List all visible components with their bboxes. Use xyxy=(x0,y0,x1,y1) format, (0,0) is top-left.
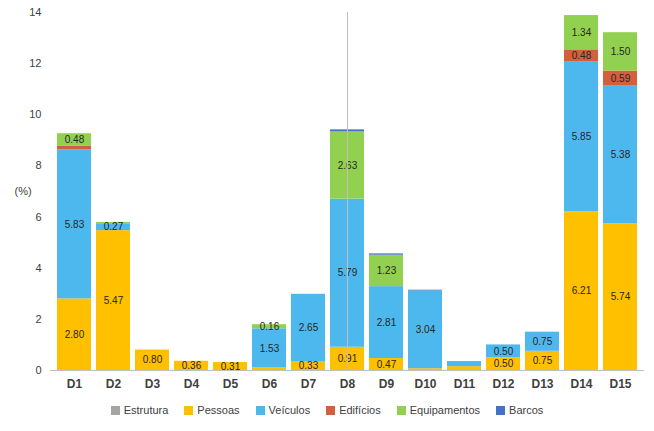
svg-text:5.74: 5.74 xyxy=(611,291,631,302)
svg-text:0.50: 0.50 xyxy=(494,358,514,369)
svg-text:10: 10 xyxy=(29,108,41,120)
html-text:Pessoas: Pessoas xyxy=(197,404,240,416)
svg-text:0.50: 0.50 xyxy=(494,346,514,357)
svg-text:3.04: 3.04 xyxy=(416,324,436,335)
svg-text:D12: D12 xyxy=(492,377,514,391)
svg-text:0.48: 0.48 xyxy=(65,134,85,145)
svg-text:6: 6 xyxy=(35,211,41,223)
svg-text:5.38: 5.38 xyxy=(611,149,631,160)
svg-text:2.63: 2.63 xyxy=(337,159,358,171)
svg-text:5.83: 5.83 xyxy=(65,219,85,230)
html-text:Veículos: Veículos xyxy=(268,404,311,416)
svg-text:D4: D4 xyxy=(184,377,200,391)
html-text:Edifícios: Edifícios xyxy=(339,404,381,416)
svg-text:D2: D2 xyxy=(106,377,122,391)
svg-text:D1: D1 xyxy=(67,377,83,391)
svg-text:D13: D13 xyxy=(531,377,553,391)
svg-text:D5: D5 xyxy=(223,377,239,391)
svg-text:0.47: 0.47 xyxy=(377,359,397,370)
svg-text:14: 14 xyxy=(29,6,41,18)
html-text:Estrutura: Estrutura xyxy=(123,404,169,416)
svg-text:1.53: 1.53 xyxy=(260,343,280,354)
svg-text:0.59: 0.59 xyxy=(611,73,631,84)
svg-text:1.50: 1.50 xyxy=(611,46,631,57)
svg-text:D15: D15 xyxy=(609,377,631,391)
html-text:Barcos: Barcos xyxy=(509,404,544,416)
svg-text:4: 4 xyxy=(35,262,41,274)
svg-text:6.21: 6.21 xyxy=(572,285,592,296)
svg-text:0.48: 0.48 xyxy=(572,50,592,61)
svg-text:D10: D10 xyxy=(414,377,436,391)
svg-text:1.34: 1.34 xyxy=(572,27,592,38)
svg-text:0.75: 0.75 xyxy=(533,355,553,366)
svg-text:D14: D14 xyxy=(570,377,592,391)
svg-text:D7: D7 xyxy=(301,377,317,391)
svg-text:0: 0 xyxy=(35,364,41,376)
svg-text:2.65: 2.65 xyxy=(299,322,319,333)
svg-text:(%): (%) xyxy=(15,185,32,197)
svg-text:2.80: 2.80 xyxy=(65,329,85,340)
svg-text:5.47: 5.47 xyxy=(104,295,124,306)
svg-text:0.16: 0.16 xyxy=(260,321,280,332)
svg-text:0.91: 0.91 xyxy=(337,353,358,365)
svg-text:8: 8 xyxy=(35,159,41,171)
svg-text:0.31: 0.31 xyxy=(220,360,241,372)
svg-text:0.80: 0.80 xyxy=(143,354,163,365)
html-text:Equipamentos: Equipamentos xyxy=(409,404,480,416)
svg-text:1.23: 1.23 xyxy=(377,265,397,276)
svg-text:D6: D6 xyxy=(262,377,278,391)
svg-text:2: 2 xyxy=(35,313,41,325)
svg-text:0.75: 0.75 xyxy=(533,336,553,347)
svg-text:2.81: 2.81 xyxy=(377,317,397,328)
svg-text:0.27: 0.27 xyxy=(104,221,124,232)
svg-text:5.85: 5.85 xyxy=(572,131,592,142)
svg-text:5.79: 5.79 xyxy=(337,267,358,279)
svg-text:0.33: 0.33 xyxy=(299,360,319,371)
svg-text:D8: D8 xyxy=(340,377,356,391)
svg-text:0.36: 0.36 xyxy=(182,360,202,371)
svg-text:D9: D9 xyxy=(379,377,395,391)
svg-text:12: 12 xyxy=(29,57,41,69)
svg-text:D3: D3 xyxy=(145,377,161,391)
svg-text:D11: D11 xyxy=(454,377,476,391)
